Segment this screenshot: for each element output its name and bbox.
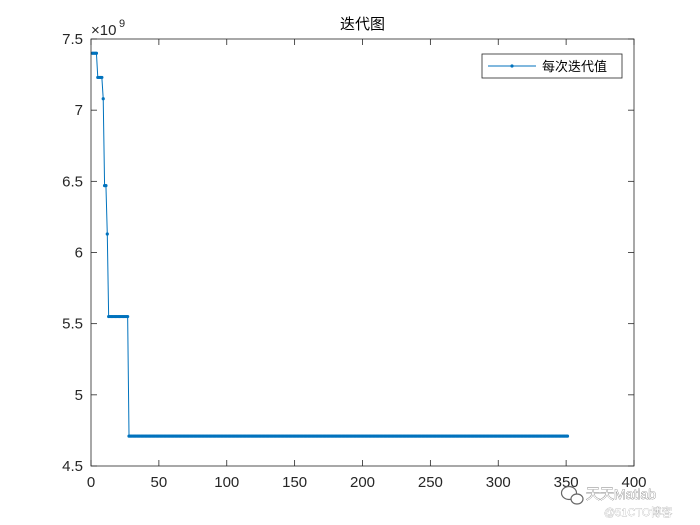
y-multiplier-base: ×10 — [91, 22, 116, 39]
data-point — [126, 314, 130, 319]
watermark: 天天Matlab @51CTO博客 — [560, 485, 673, 519]
x-tick-label: 400 — [621, 474, 646, 491]
legend-entry-label: 每次迭代值 — [542, 59, 607, 75]
y-tick-label: 6.5 — [62, 173, 83, 190]
legend[interactable]: 每次迭代值 — [481, 53, 623, 79]
x-tick-label: 250 — [418, 474, 443, 491]
x-tick-label: 50 — [151, 474, 168, 491]
wechat-logo-icon — [560, 485, 584, 505]
data-point — [565, 434, 570, 438]
x-tick-label: 0 — [87, 474, 95, 491]
y-tick-label: 6 — [75, 245, 83, 262]
y-axis-multiplier: ×10 9 — [91, 18, 125, 39]
x-tick-label: 150 — [282, 474, 307, 491]
legend-marker-sample — [510, 64, 514, 68]
plot-area — [91, 39, 634, 466]
chart-title: 迭代图 — [340, 15, 385, 33]
x-tick-label: 200 — [350, 474, 375, 491]
data-point — [101, 97, 105, 101]
y-multiplier-exponent: 9 — [119, 18, 125, 30]
data-point — [104, 184, 108, 188]
data-point — [105, 232, 109, 236]
data-point — [100, 75, 104, 80]
watermark-sub-text: @51CTO博客 — [604, 505, 672, 519]
x-tick-label: 300 — [486, 474, 511, 491]
series-layer — [90, 51, 570, 438]
watermark-main-text: 天天Matlab — [586, 486, 656, 502]
y-tick-label: 7.5 — [62, 31, 83, 48]
data-point — [94, 51, 99, 55]
y-tick-label: 4.5 — [62, 458, 83, 475]
y-tick-label: 5 — [75, 387, 83, 404]
y-tick-label: 7 — [75, 102, 83, 119]
x-tick-label: 100 — [214, 474, 239, 491]
y-tick-label: 5.5 — [62, 316, 83, 333]
